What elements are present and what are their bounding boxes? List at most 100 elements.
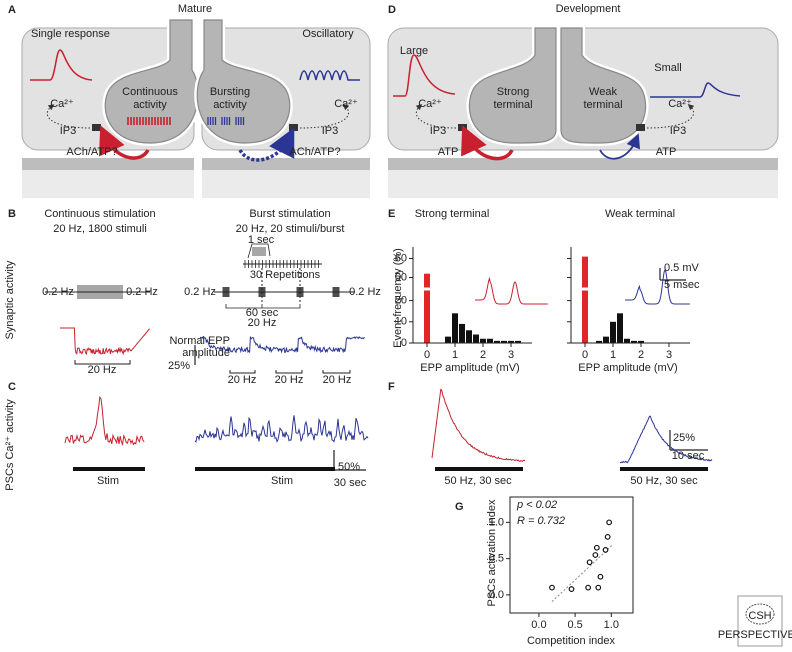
y-tick-label: 50 xyxy=(395,271,407,283)
y-tick-label: 0.5 xyxy=(489,553,504,565)
label: 20 Hz, 1800 stimuli xyxy=(53,223,147,235)
label: Ca²⁺ xyxy=(334,98,358,110)
label: 20 Hz xyxy=(88,364,117,376)
point xyxy=(602,547,609,553)
label: Weak terminal xyxy=(605,208,675,220)
label: 50 Hz, 30 sec xyxy=(444,475,512,487)
label: 30 Repetitions xyxy=(250,269,321,281)
label: A xyxy=(8,4,16,16)
label: 5 msec xyxy=(664,279,700,291)
y-tick-label: 60 xyxy=(395,252,407,264)
bar xyxy=(445,336,451,343)
x-tick-label: 0.5 xyxy=(567,619,582,631)
label: p < 0.02 xyxy=(516,499,557,511)
y-tick-label: 10 xyxy=(395,316,407,328)
x-tick-label: 3 xyxy=(508,349,514,361)
y-tick-label: 1.0 xyxy=(489,516,504,528)
y-tick-label: 20 xyxy=(395,295,407,307)
bar xyxy=(501,340,507,343)
label: IP3 xyxy=(322,125,339,137)
point xyxy=(549,584,555,591)
stim-bars xyxy=(73,467,708,471)
y-tick-label: 0 xyxy=(401,337,407,349)
label: 20 Hz xyxy=(275,374,304,386)
label: EPP amplitude (mV) xyxy=(420,362,519,374)
x-tick-label: 1 xyxy=(452,349,458,361)
plot-frame xyxy=(509,496,634,614)
x-tick-label: 1.0 xyxy=(604,619,619,631)
label: D xyxy=(388,4,396,16)
label: F xyxy=(388,381,395,393)
panel-d-schematic xyxy=(387,25,779,198)
label: Strong xyxy=(497,86,529,98)
x-tick-label: 0.0 xyxy=(531,619,546,631)
bar xyxy=(459,323,465,343)
bar xyxy=(466,330,472,343)
point xyxy=(586,559,593,566)
label: IP3 xyxy=(430,125,447,137)
label: PSCs activation index xyxy=(486,499,498,606)
label: Stim xyxy=(271,475,293,487)
bar xyxy=(617,313,623,343)
x-tick-label: 2 xyxy=(638,349,644,361)
stim-ticks xyxy=(77,117,340,299)
label: 0.5 mV xyxy=(664,262,700,274)
logo xyxy=(737,595,783,647)
label: 25% xyxy=(673,432,695,444)
label: Development xyxy=(556,3,621,15)
trace xyxy=(194,415,369,443)
label: Large xyxy=(400,45,428,57)
label: Competition index xyxy=(527,635,616,647)
x-tick-label: 0 xyxy=(582,349,588,361)
trace xyxy=(619,415,713,464)
bar xyxy=(624,338,630,343)
x-tick-label: 0 xyxy=(424,349,430,361)
bar xyxy=(631,340,637,343)
axis-break xyxy=(409,287,435,291)
label: 0.2 Hz xyxy=(42,286,74,298)
label: 50 Hz, 30 sec xyxy=(630,475,698,487)
trace xyxy=(625,268,690,305)
label: 60 sec xyxy=(246,307,279,319)
label: Continuous stimulation xyxy=(44,208,155,220)
label: Weak xyxy=(589,86,617,98)
label: terminal xyxy=(583,99,622,111)
label: Continuous xyxy=(122,86,178,98)
label: Single response xyxy=(31,28,110,40)
bar xyxy=(582,256,588,343)
label: 50% xyxy=(338,461,360,473)
label: G xyxy=(455,501,464,513)
label: 0.2 Hz xyxy=(126,286,158,298)
label: Oscillatory xyxy=(302,28,354,40)
bar xyxy=(603,336,609,343)
label: ATP xyxy=(656,146,677,158)
bar xyxy=(596,340,602,343)
label: Mature xyxy=(178,3,212,15)
label: Event frequency (%) xyxy=(392,248,404,348)
x-tick-label: 2 xyxy=(480,349,486,361)
y-tick-label: 0.0 xyxy=(489,589,504,601)
point xyxy=(606,519,613,526)
label: Synaptic activity xyxy=(4,260,16,339)
axis-break xyxy=(567,287,593,291)
label: 20 Hz, 20 stimuli/burst xyxy=(236,223,345,235)
stim-diagrams xyxy=(45,243,708,471)
label: R = 0.732 xyxy=(517,515,565,527)
point xyxy=(592,552,599,558)
point xyxy=(593,544,600,551)
label: EPP amplitude (mV) xyxy=(578,362,677,374)
label: 25% xyxy=(168,360,190,372)
label: amplitude xyxy=(182,347,230,359)
point xyxy=(595,584,602,591)
label: 20 Hz xyxy=(228,374,257,386)
bar xyxy=(494,340,500,343)
label: 30 sec xyxy=(334,477,367,489)
label: 10 sec xyxy=(672,450,705,462)
trace xyxy=(64,395,145,447)
label: B xyxy=(8,208,16,220)
label: Ca²⁺ xyxy=(50,98,74,110)
traces xyxy=(60,268,713,464)
bar xyxy=(487,338,493,343)
